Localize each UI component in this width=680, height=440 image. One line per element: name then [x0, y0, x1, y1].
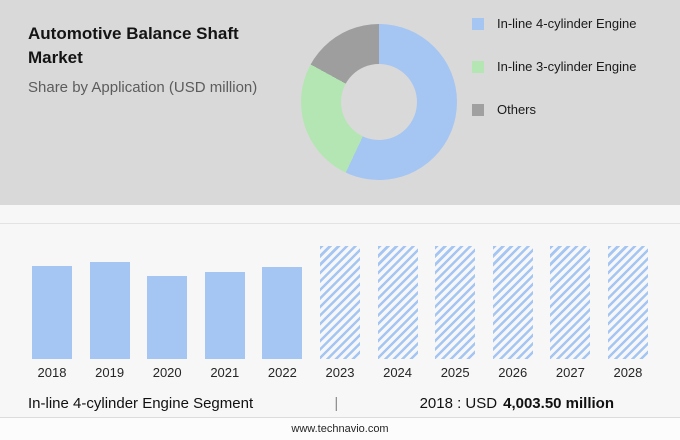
bar-2022: [262, 267, 303, 359]
value-group: 2018 : USD 4,003.50 million: [420, 395, 614, 412]
donut-hole: [341, 64, 417, 140]
separator: |: [334, 395, 339, 412]
legend-item: In-line 4-cylinder Engine: [472, 16, 636, 31]
page-title: Automotive Balance Shaft Market: [28, 24, 239, 67]
x-axis-label: 2025: [440, 365, 470, 380]
x-axis-label: 2022: [267, 365, 297, 380]
segment-label: In-line 4-cylinder Engine Segment: [28, 395, 254, 412]
legend-swatch: [472, 103, 484, 116]
legend-label: In-line 4-cylinder Engine: [497, 16, 637, 31]
value-bold: 4,003.50 million: [503, 395, 614, 412]
pie-legend: In-line 4-cylinder Engine In-line 3-cylin…: [472, 16, 636, 145]
x-axis-label: 2019: [95, 365, 125, 380]
bar-2019: [89, 262, 130, 359]
bar-2024: [377, 246, 418, 359]
x-axis: 2018 2019 2020 2021 2022 2023 2024 2025 2026 2027…: [32, 365, 648, 380]
bar-2026: [492, 246, 533, 359]
legend-item: Others: [472, 102, 636, 117]
bar-2018: [32, 266, 72, 359]
annotation-bar: In-line 4-cylinder Engine Segment | 2018…: [0, 395, 680, 412]
legend-swatch: [472, 17, 484, 30]
legend-swatch: [472, 60, 484, 73]
legend-label: In-line 3-cylinder Engine: [497, 59, 637, 74]
x-axis-label: 2024: [383, 365, 413, 380]
bar-2028: [607, 246, 648, 359]
page-subtitle: Share by Application (USD million): [28, 78, 258, 96]
x-axis-label: 2028: [613, 365, 643, 380]
x-axis-label: 2027: [555, 365, 585, 380]
bar-2020: [147, 276, 188, 359]
legend-label: Others: [497, 102, 537, 117]
legend-item: In-line 3-cylinder Engine: [472, 59, 636, 74]
bar-2027: [550, 246, 591, 359]
x-axis-label: 2021: [210, 365, 240, 380]
chart-panel: 2018 2019 2020 2021 2022 2023 2024 2025 2026 2027…: [0, 205, 680, 440]
value-prefix: 2018 : USD: [419, 395, 498, 412]
bar-series: [32, 241, 648, 359]
x-axis-label: 2018: [37, 365, 67, 380]
website-link[interactable]: www.technavio.com: [291, 423, 389, 435]
footer-bar: www.technavio.com: [0, 417, 680, 440]
bar-2021: [204, 272, 245, 359]
bar-2025: [435, 246, 476, 359]
x-axis-label: 2020: [152, 365, 182, 380]
header-panel: Automotive Balance Shaft Market Share by…: [0, 0, 680, 205]
x-axis-label: 2026: [498, 365, 528, 380]
bar-2023: [319, 246, 360, 359]
divider: [0, 223, 680, 224]
x-axis-label: 2023: [325, 365, 355, 380]
title-block: Automotive Balance Shaft Market Share by…: [28, 22, 283, 96]
donut-chart: [301, 24, 457, 180]
